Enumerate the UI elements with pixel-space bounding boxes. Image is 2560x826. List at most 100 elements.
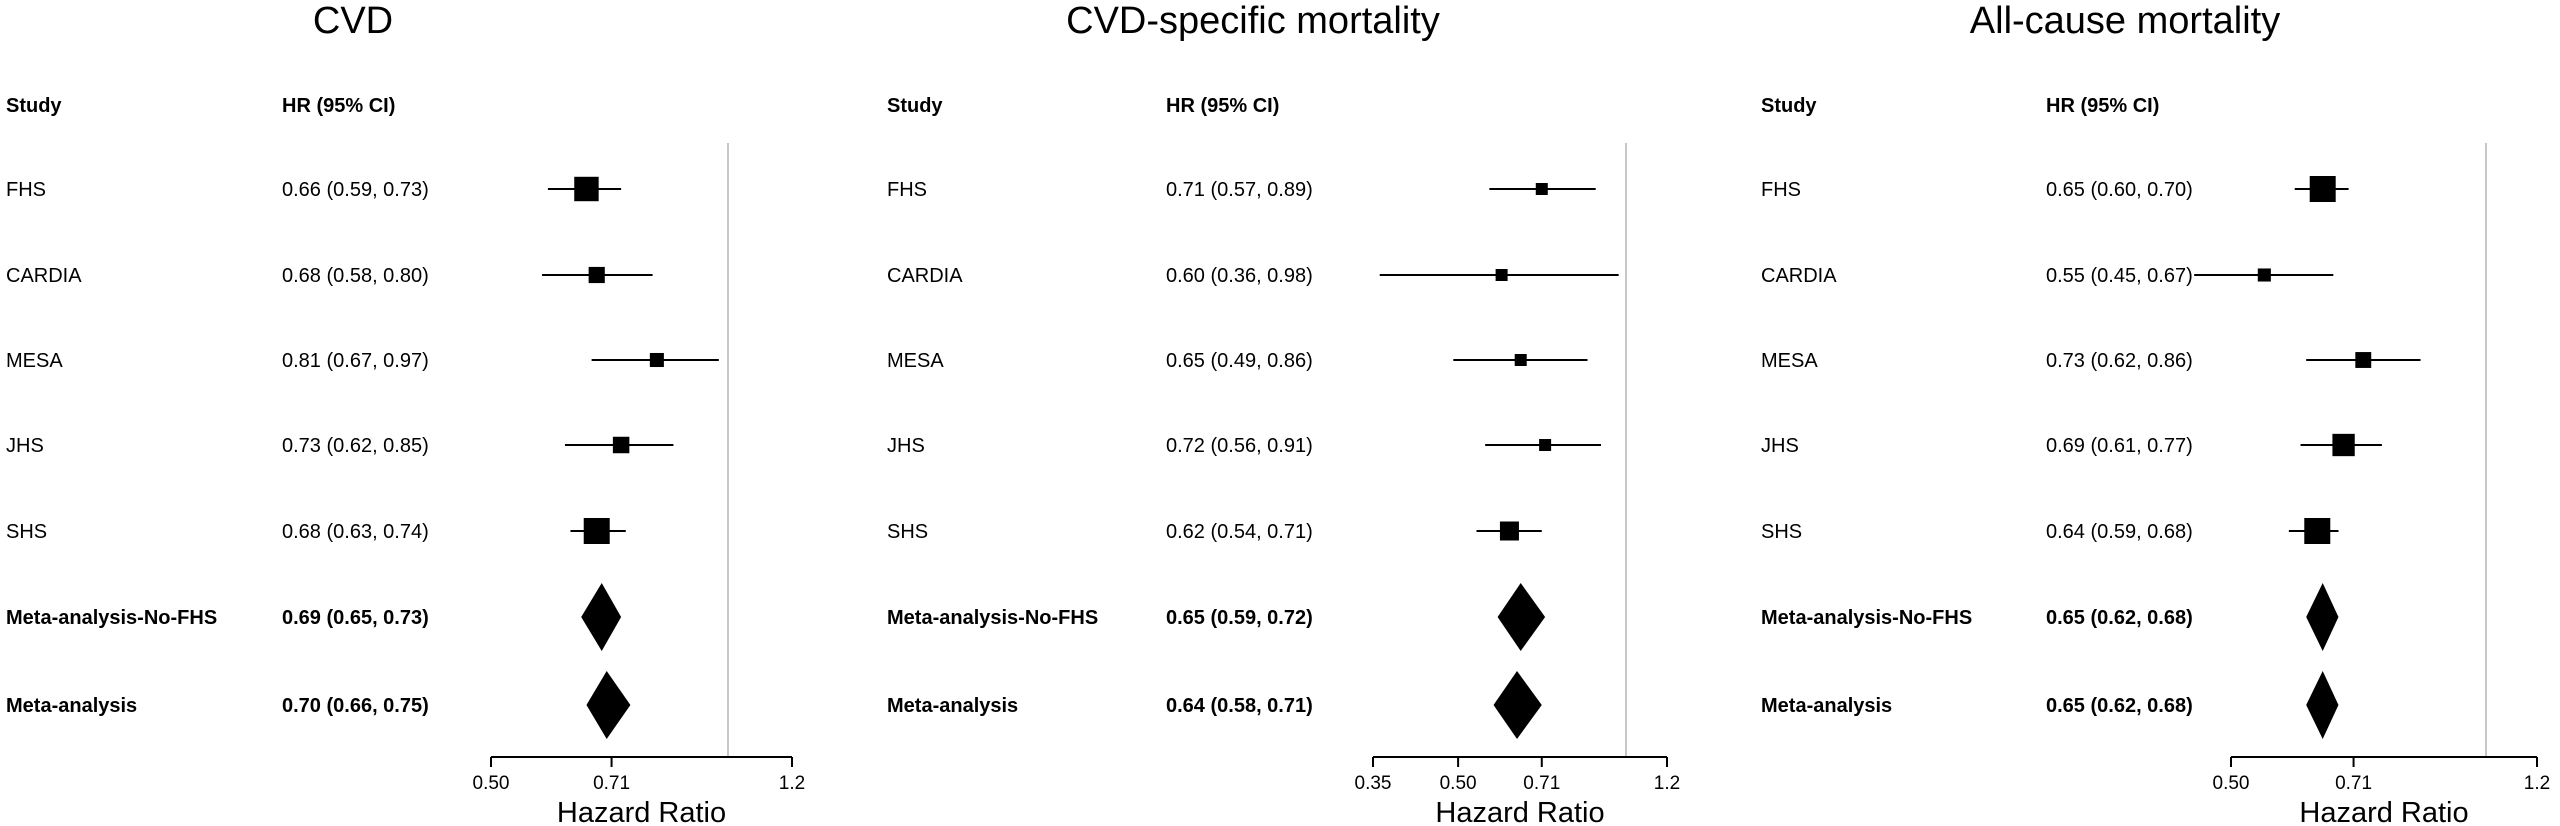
study-label: Meta-analysis-No-FHS: [1761, 607, 1972, 629]
study-label: MESA: [6, 350, 63, 372]
hr-ci-label: 0.66 (0.59, 0.73): [282, 179, 429, 201]
study-label: FHS: [6, 179, 46, 201]
forest-row: Meta-analysis 0.65 (0.62, 0.68): [1761, 671, 2339, 739]
hr-ci-label: 0.68 (0.63, 0.74): [282, 521, 429, 543]
forest-row: FHS 0.66 (0.59, 0.73): [6, 176, 622, 202]
forest-row: MESA 0.65 (0.49, 0.86): [887, 350, 1588, 372]
forest-row: Meta-analysis 0.64 (0.58, 0.71): [887, 671, 1542, 739]
forest-row: JHS 0.69 (0.61, 0.77): [1761, 433, 2382, 457]
point-estimate-square: [2257, 268, 2271, 282]
study-label: MESA: [887, 350, 944, 372]
forest-row: CARDIA 0.60 (0.36, 0.98): [887, 265, 1619, 287]
summary-diamond: [581, 583, 622, 651]
hr-ci-label: 0.65 (0.62, 0.68): [2046, 695, 2193, 717]
hr-ci-label: 0.72 (0.56, 0.91): [1166, 435, 1313, 457]
summary-diamond: [2306, 671, 2339, 739]
hr-column-header: HR (95% CI): [282, 95, 395, 117]
forest-row: MESA 0.81 (0.67, 0.97): [6, 350, 719, 372]
hr-ci-label: 0.68 (0.58, 0.80): [282, 265, 429, 287]
point-estimate-square: [1539, 439, 1552, 451]
forest-row: Meta-analysis-No-FHS 0.65 (0.62, 0.68): [1761, 583, 2339, 651]
hr-ci-label: 0.73 (0.62, 0.86): [2046, 350, 2193, 372]
study-label: FHS: [1761, 179, 1801, 201]
study-label: JHS: [1761, 435, 1799, 457]
point-estimate-square: [583, 518, 610, 544]
study-label: FHS: [887, 179, 927, 201]
study-label: Meta-analysis: [6, 695, 137, 717]
x-axis-title: Hazard Ratio: [2299, 797, 2468, 826]
study-column-header: Study: [887, 95, 943, 117]
hr-ci-label: 0.65 (0.60, 0.70): [2046, 179, 2193, 201]
hr-ci-label: 0.55 (0.45, 0.67): [2046, 265, 2193, 287]
forest-row: SHS 0.62 (0.54, 0.71): [887, 521, 1542, 543]
forest-panel-3: All-cause mortality Study HR (95% CI) FHS 0.…: [1761, 0, 2550, 826]
hr-ci-label: 0.73 (0.62, 0.85): [282, 435, 429, 457]
study-column-header: Study: [1761, 95, 1817, 117]
x-tick-label: 0.50: [473, 773, 510, 794]
forest-row: FHS 0.65 (0.60, 0.70): [1761, 176, 2349, 202]
summary-diamond: [2306, 583, 2339, 651]
x-tick-label: 1.2: [779, 773, 805, 794]
x-tick-label: 1.2: [2524, 773, 2550, 794]
panel-title: All-cause mortality: [1970, 0, 2280, 42]
point-estimate-square: [612, 436, 630, 454]
study-label: SHS: [6, 521, 47, 543]
point-estimate-square: [1499, 521, 1519, 541]
forest-row: CARDIA 0.68 (0.58, 0.80): [6, 265, 653, 287]
hr-ci-label: 0.64 (0.59, 0.68): [2046, 521, 2193, 543]
forest-row: JHS 0.73 (0.62, 0.85): [6, 435, 674, 457]
point-estimate-square: [1535, 183, 1548, 195]
study-label: SHS: [1761, 521, 1802, 543]
point-estimate-square: [649, 352, 664, 368]
panel-title: CVD-specific mortality: [1066, 0, 1440, 42]
hr-ci-label: 0.65 (0.59, 0.72): [1166, 607, 1313, 629]
summary-diamond: [1497, 583, 1546, 651]
hr-ci-label: 0.70 (0.66, 0.75): [282, 695, 429, 717]
study-label: Meta-analysis: [1761, 695, 1892, 717]
x-tick-label: 0.50: [2213, 773, 2250, 794]
hr-column-header: HR (95% CI): [1166, 95, 1279, 117]
hr-ci-label: 0.65 (0.62, 0.68): [2046, 607, 2193, 629]
study-label: CARDIA: [1761, 265, 1837, 287]
x-axis-title: Hazard Ratio: [1435, 797, 1604, 826]
point-estimate-square: [1495, 269, 1508, 281]
hr-ci-label: 0.62 (0.54, 0.71): [1166, 521, 1313, 543]
study-label: SHS: [887, 521, 928, 543]
study-label: Meta-analysis: [887, 695, 1018, 717]
study-label: Meta-analysis-No-FHS: [6, 607, 217, 629]
point-estimate-square: [2304, 518, 2331, 544]
summary-diamond: [586, 671, 631, 739]
point-estimate-square: [1514, 354, 1527, 366]
summary-diamond: [1493, 671, 1542, 739]
forest-row: Meta-analysis-No-FHS 0.65 (0.59, 0.72): [887, 583, 1546, 651]
hr-column-header: HR (95% CI): [2046, 95, 2159, 117]
x-tick-label: 0.71: [1523, 773, 1560, 794]
panel-title: CVD: [313, 0, 393, 42]
forest-panel-1: CVD Study HR (95% CI) FHS 0.66 (0.59, 0.73) C…: [6, 0, 805, 826]
point-estimate-square: [588, 266, 605, 284]
point-estimate-square: [2309, 176, 2336, 202]
hr-ci-label: 0.71 (0.57, 0.89): [1166, 179, 1313, 201]
hr-ci-label: 0.69 (0.61, 0.77): [2046, 435, 2193, 457]
forest-row: Meta-analysis-No-FHS 0.69 (0.65, 0.73): [6, 583, 622, 651]
study-label: CARDIA: [887, 265, 963, 287]
study-label: Meta-analysis-No-FHS: [887, 607, 1098, 629]
x-tick-label: 0.71: [593, 773, 630, 794]
forest-row: FHS 0.71 (0.57, 0.89): [887, 179, 1596, 201]
point-estimate-square: [2355, 352, 2372, 368]
hr-ci-label: 0.69 (0.65, 0.73): [282, 607, 429, 629]
x-tick-label: 1.2: [1654, 773, 1680, 794]
x-tick-label: 0.50: [1440, 773, 1477, 794]
x-axis-title: Hazard Ratio: [557, 797, 726, 826]
forest-row: SHS 0.64 (0.59, 0.68): [1761, 518, 2339, 544]
study-label: CARDIA: [6, 265, 82, 287]
point-estimate-square: [2332, 433, 2355, 457]
study-label: MESA: [1761, 350, 1818, 372]
forest-panel-2: CVD-specific mortality Study HR (95% CI) FH…: [887, 0, 1680, 826]
hr-ci-label: 0.65 (0.49, 0.86): [1166, 350, 1313, 372]
forest-row: CARDIA 0.55 (0.45, 0.67): [1761, 265, 2334, 287]
hr-ci-label: 0.81 (0.67, 0.97): [282, 350, 429, 372]
study-label: JHS: [6, 435, 44, 457]
forest-row: Meta-analysis 0.70 (0.66, 0.75): [6, 671, 631, 739]
